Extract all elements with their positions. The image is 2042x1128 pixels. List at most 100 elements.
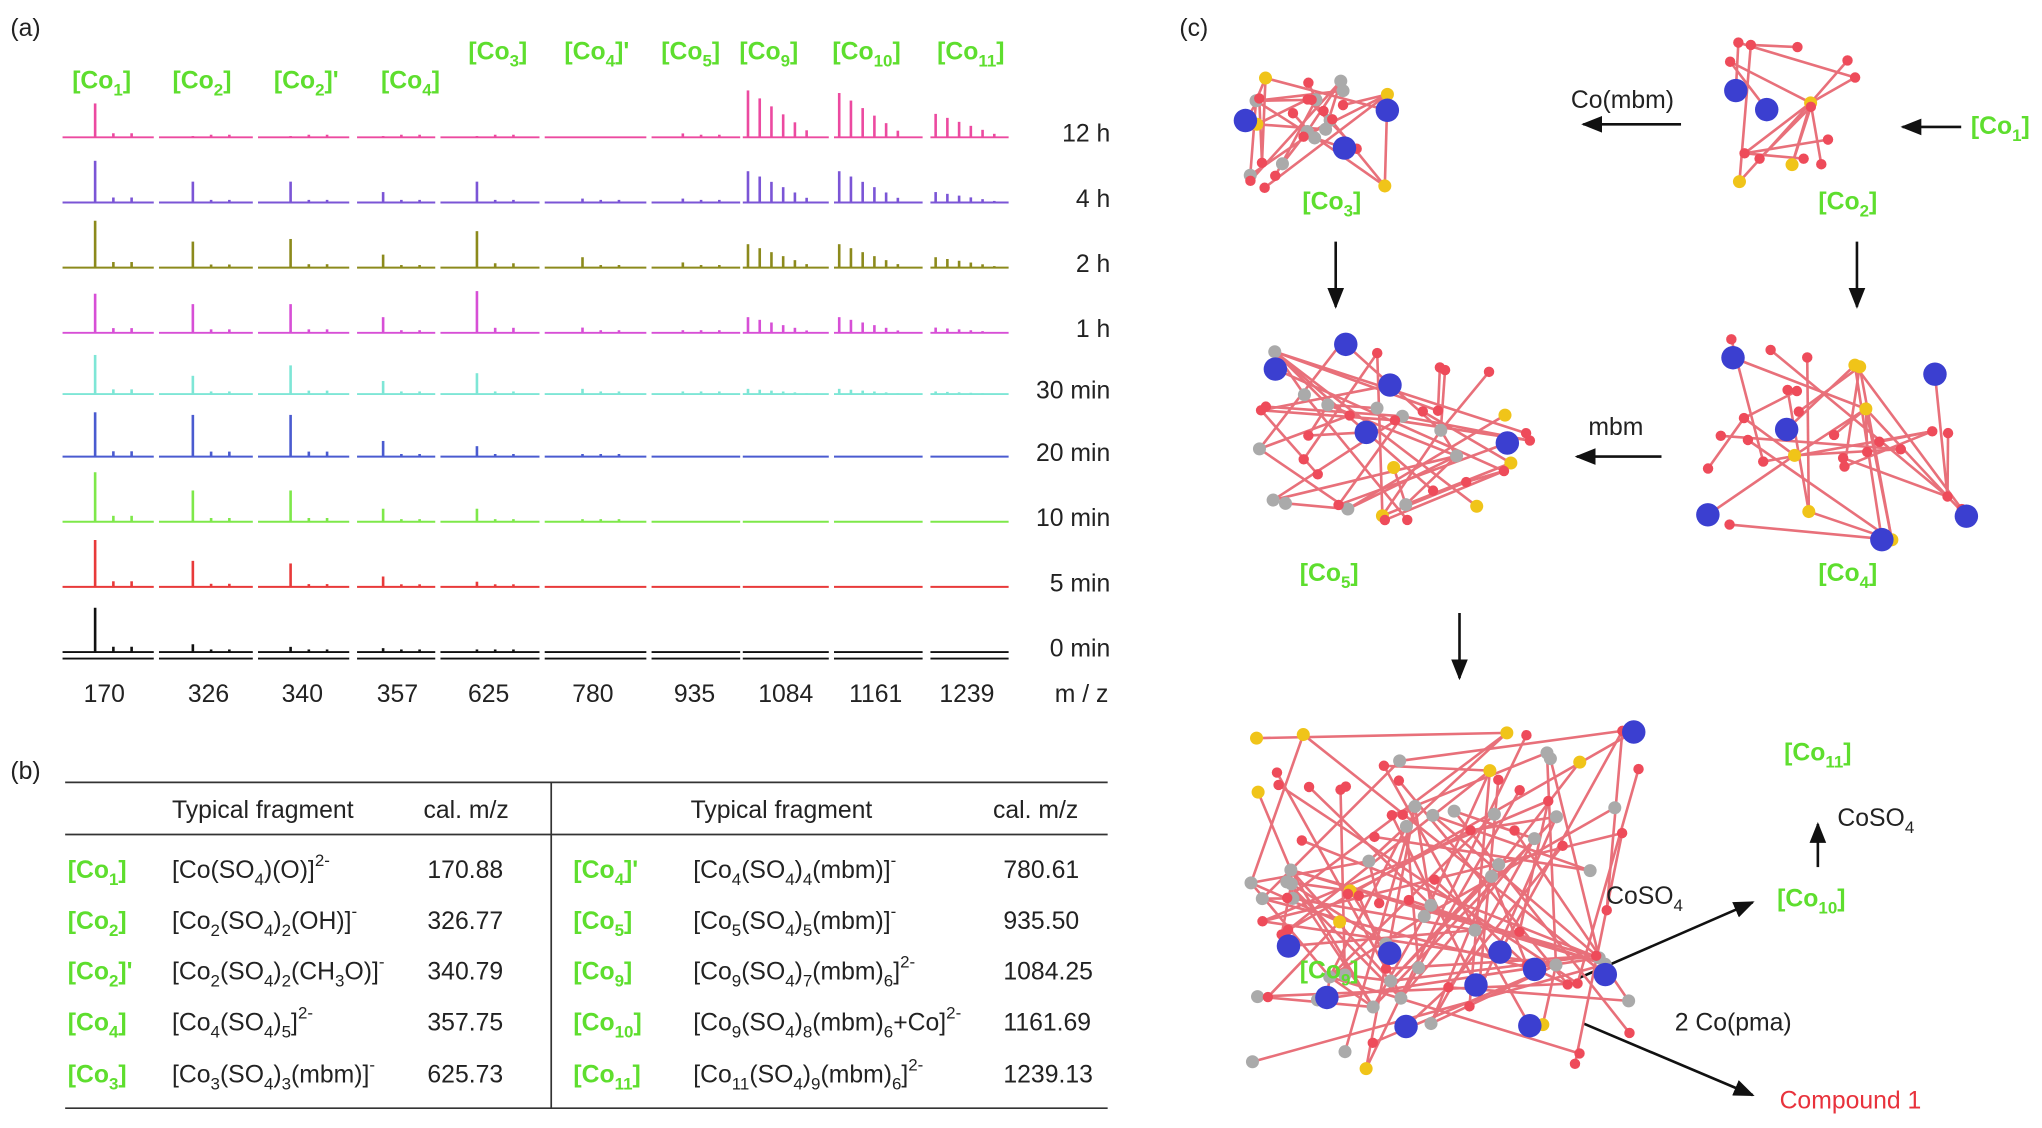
atom <box>1862 447 1872 457</box>
atom <box>1257 158 1267 168</box>
atom <box>1739 413 1749 423</box>
atom <box>1418 910 1431 923</box>
atom <box>1724 519 1734 529</box>
atom <box>1387 810 1397 820</box>
atom <box>1496 431 1519 454</box>
atom <box>1703 463 1713 473</box>
atom <box>1850 72 1860 82</box>
time-label: 2 h <box>1076 251 1110 278</box>
table-header: Typical fragment <box>691 797 873 824</box>
atom <box>1573 756 1586 769</box>
atom <box>1955 504 1978 527</box>
bond <box>1258 792 1291 870</box>
species-label: [Co2]' <box>274 67 339 99</box>
atom <box>1816 159 1826 169</box>
atom <box>1268 345 1281 358</box>
atom <box>1381 963 1391 973</box>
atom <box>1440 365 1450 375</box>
panel-label: (c) <box>1179 15 1208 42</box>
atom <box>1372 348 1382 358</box>
atom <box>1798 153 1808 163</box>
atom <box>1360 1062 1373 1075</box>
atom <box>1384 974 1397 987</box>
atom <box>1313 469 1323 479</box>
species-label: [Co11] <box>937 38 1004 70</box>
atom <box>1256 405 1266 415</box>
bond <box>1745 140 1828 154</box>
time-label: 1 h <box>1076 316 1110 343</box>
atom <box>1282 893 1292 903</box>
formula: [Co4(SO4)5]2- <box>172 1003 313 1041</box>
species-label: [Co4] <box>381 67 440 99</box>
mz-value: 1084.25 <box>1003 958 1092 985</box>
formula: [Co(SO4)(O)]2- <box>172 851 330 889</box>
atom <box>1758 456 1768 466</box>
bond <box>1708 418 1744 468</box>
species-label: [Co5] <box>661 38 720 70</box>
atom <box>1376 99 1399 122</box>
atom <box>1488 940 1511 963</box>
atom <box>1338 100 1348 110</box>
mz-value: 326.77 <box>427 907 503 934</box>
atom <box>1299 454 1309 464</box>
atom <box>1927 426 1937 436</box>
bond <box>1739 45 1750 182</box>
atom <box>1461 477 1471 487</box>
atom <box>1574 1048 1584 1058</box>
atom <box>1246 1055 1259 1068</box>
atom <box>1724 79 1747 102</box>
atom <box>1716 431 1726 441</box>
reagent-label: Co(mbm) <box>1571 86 1674 113</box>
atom <box>1464 1001 1474 1011</box>
atom <box>1343 889 1353 899</box>
atom <box>1848 359 1861 372</box>
atom <box>1514 927 1524 937</box>
atom <box>1370 402 1383 415</box>
atom <box>1550 810 1563 823</box>
formula: [Co9(SO4)8(mbm)6+Co]2- <box>693 1003 961 1041</box>
atom <box>1344 410 1354 420</box>
atom <box>1303 430 1313 440</box>
mz-label: 780 <box>572 681 613 708</box>
atom <box>1378 373 1401 396</box>
atom <box>1253 442 1266 455</box>
atom <box>1321 398 1334 411</box>
atom <box>1418 406 1428 416</box>
atom <box>1874 437 1884 447</box>
atom <box>1733 37 1743 47</box>
formula: [Co2(SO4)2(CH3O)]- <box>172 953 384 991</box>
atom <box>1333 915 1346 928</box>
atom <box>1402 515 1412 525</box>
atom <box>1562 979 1572 989</box>
mz-label: 170 <box>84 681 125 708</box>
node-label: [Co3] <box>1302 188 1361 220</box>
table-header: cal. m/z <box>424 797 509 824</box>
atom <box>1306 95 1316 105</box>
atom <box>1251 990 1264 1003</box>
table-header: cal. m/z <box>993 797 1078 824</box>
atom <box>1528 832 1541 845</box>
atom <box>1726 334 1736 344</box>
atom <box>1408 800 1421 813</box>
atom <box>1333 136 1356 159</box>
node-label: [Co11] <box>1784 739 1851 771</box>
atom <box>1443 982 1453 992</box>
species-name: [Co10] <box>573 1009 641 1041</box>
atom <box>1696 503 1719 526</box>
atom <box>1362 855 1375 868</box>
atom <box>1622 994 1635 1007</box>
axis-label: m / z <box>1055 681 1109 708</box>
bond <box>1751 45 1798 47</box>
atom <box>1434 424 1447 437</box>
atom <box>1725 57 1735 67</box>
atom <box>1794 406 1804 416</box>
atom <box>1276 157 1289 170</box>
atom <box>1739 148 1749 158</box>
atom <box>1499 466 1509 476</box>
species-label: [Co9] <box>739 38 798 70</box>
mz-value: 625.73 <box>427 1061 503 1088</box>
atom <box>1428 485 1438 495</box>
atom <box>1315 986 1338 1009</box>
atom <box>1318 106 1328 116</box>
species-name: [Co9] <box>573 958 632 990</box>
